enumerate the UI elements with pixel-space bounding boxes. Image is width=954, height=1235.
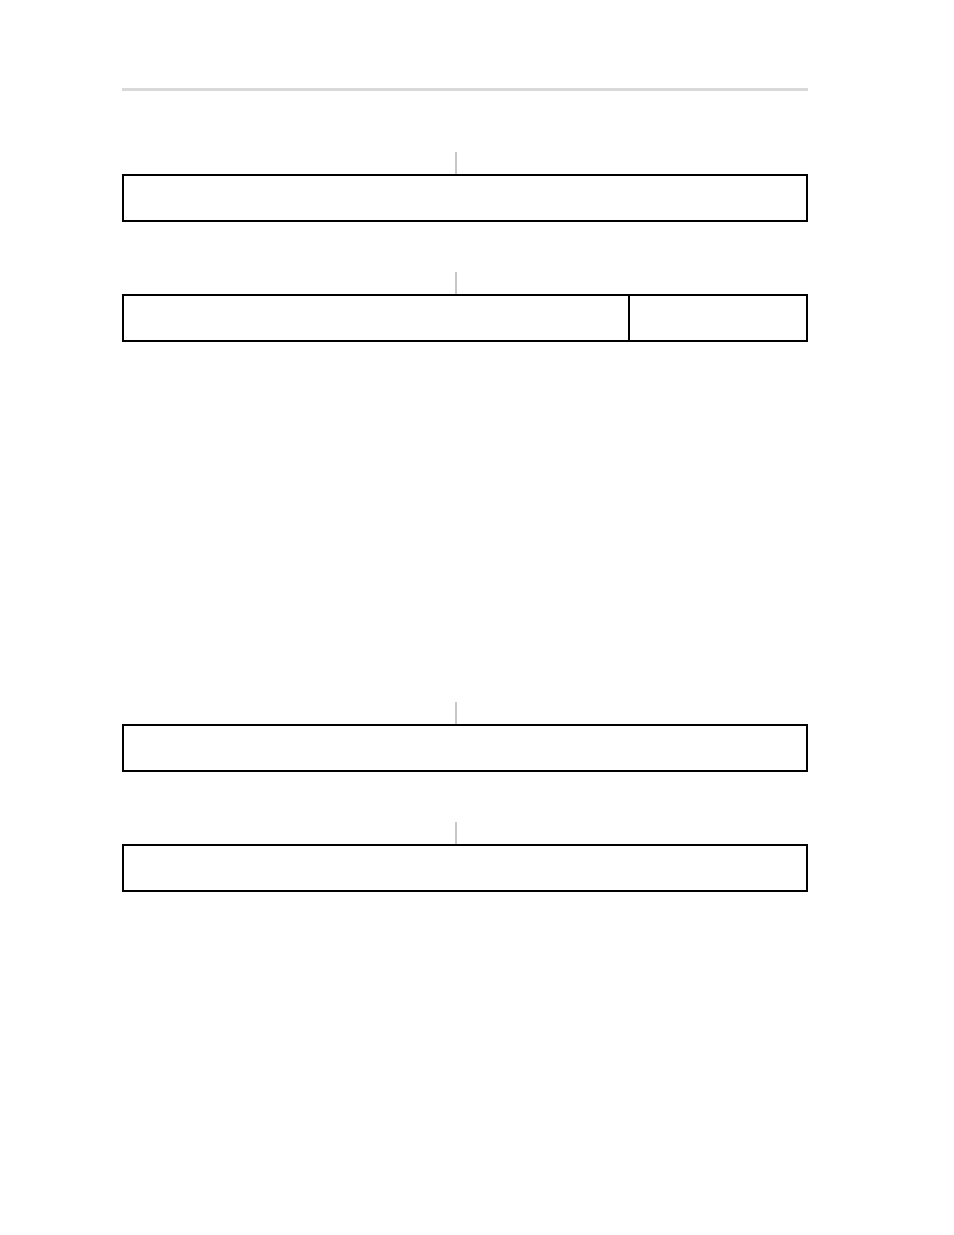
box-1	[122, 174, 808, 222]
box-2	[122, 294, 808, 342]
box-2-tick	[455, 272, 457, 294]
box-1-tick	[455, 152, 457, 174]
box-4-tick	[455, 822, 457, 844]
box-3-tick	[455, 702, 457, 724]
box-4	[122, 844, 808, 892]
top-horizontal-rule	[122, 88, 808, 91]
box-3	[122, 724, 808, 772]
